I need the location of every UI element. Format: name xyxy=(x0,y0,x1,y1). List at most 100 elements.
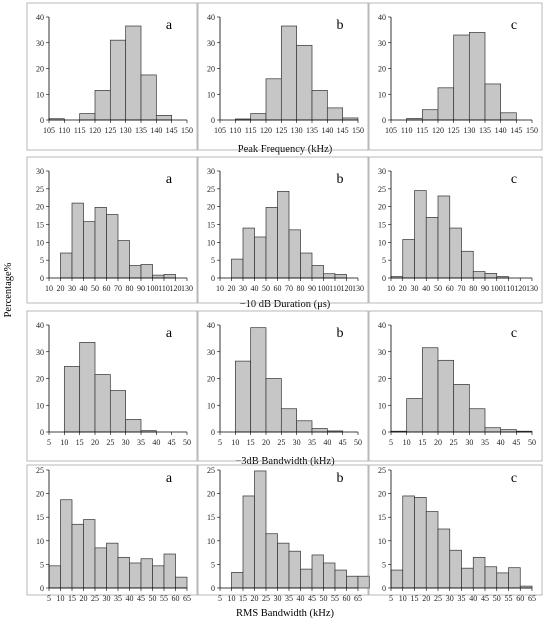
panel-letter: c xyxy=(511,18,517,33)
x-tick-label: 80 xyxy=(126,284,134,293)
y-tick-label: 10 xyxy=(207,401,215,410)
y-tick-label: 25 xyxy=(378,185,386,194)
x-tick-label: 90 xyxy=(137,284,145,293)
y-tick-label: 10 xyxy=(378,401,386,410)
x-tick-label: 130 xyxy=(463,126,475,135)
y-tick-label: 0 xyxy=(211,116,215,125)
x-tick-label: 80 xyxy=(469,284,477,293)
histogram-bar xyxy=(425,217,439,279)
histogram-bar xyxy=(323,562,336,589)
x-tick-label: 10 xyxy=(228,594,236,603)
x-tick-label: 50 xyxy=(183,438,191,447)
y-tick-label: 20 xyxy=(36,375,44,384)
y-tick-label: 25 xyxy=(36,185,44,194)
histogram-bar xyxy=(94,374,111,433)
histogram-bar xyxy=(231,258,244,279)
x-tick-label: 145 xyxy=(510,126,522,135)
histogram-bar xyxy=(500,112,517,121)
histogram-bar xyxy=(437,528,451,589)
histogram-bar xyxy=(117,240,130,279)
histogram-bar xyxy=(242,227,255,279)
histogram-bar xyxy=(421,109,439,121)
histogram-bar xyxy=(300,252,313,279)
x-tick-label: 120 xyxy=(89,126,101,135)
x-tick-label: 40 xyxy=(422,284,430,293)
histogram-bar xyxy=(468,408,486,433)
x-tick-label: 5 xyxy=(389,594,393,603)
x-tick-label: 120 xyxy=(341,284,353,293)
histogram-bar xyxy=(453,34,470,121)
x-tick-label: 30 xyxy=(68,284,76,293)
panel-2-1: 0 10 20 30 40 5 10 15 20 25 30 35 40 45 50 b xyxy=(197,310,369,462)
histogram-bar xyxy=(402,495,415,589)
x-tick-label: 35 xyxy=(137,438,145,447)
x-tick-label: 50 xyxy=(528,438,536,447)
x-tick-label: 135 xyxy=(479,126,491,135)
x-tick-label: 5 xyxy=(47,594,51,603)
x-tick-label: 65 xyxy=(528,594,536,603)
histogram-bar xyxy=(311,428,328,433)
x-tick-label: 25 xyxy=(434,594,442,603)
histogram-bar xyxy=(125,25,142,121)
histogram-bar xyxy=(472,556,486,589)
histogram-bar xyxy=(484,273,498,279)
x-tick-label: 50 xyxy=(320,594,328,603)
panel-0-2: 0 10 20 30 40 105 110 115 120 125 130 135 140 145 150 c xyxy=(368,2,543,151)
histogram-bar xyxy=(265,78,282,121)
panel-letter: a xyxy=(166,471,173,486)
x-tick-label: 25 xyxy=(91,594,99,603)
y-tick-label: 5 xyxy=(211,256,215,265)
x-tick-label: 30 xyxy=(239,284,247,293)
histogram-bar xyxy=(280,25,298,121)
x-tick-label: 30 xyxy=(103,594,111,603)
x-tick-label: 60 xyxy=(343,594,351,603)
x-tick-label: 55 xyxy=(160,594,168,603)
histogram-bar xyxy=(508,567,521,589)
x-tick-label: 35 xyxy=(114,594,122,603)
y-tick-label: 15 xyxy=(36,513,44,522)
panel-letter: b xyxy=(337,471,344,486)
y-tick-label: 30 xyxy=(378,39,386,48)
histogram-bar xyxy=(311,265,324,279)
histogram-bar xyxy=(117,556,130,589)
x-tick-label: 105 xyxy=(43,126,55,135)
panel-frame xyxy=(368,156,543,304)
x-tick-label: 30 xyxy=(274,594,282,603)
y-tick-label: 30 xyxy=(36,348,44,357)
histogram-bar xyxy=(63,366,81,433)
x-tick-label: 105 xyxy=(385,126,397,135)
histogram-bar xyxy=(296,44,313,121)
panel-letter: a xyxy=(166,326,173,341)
histogram-bar xyxy=(234,360,252,433)
x-tick-label: 40 xyxy=(80,284,88,293)
x-tick-label: 50 xyxy=(262,284,270,293)
y-tick-label: 15 xyxy=(207,221,215,230)
x-tick-label: 70 xyxy=(285,284,293,293)
histogram-bar xyxy=(265,533,278,589)
histogram-bar xyxy=(48,565,61,589)
y-tick-label: 0 xyxy=(211,584,215,593)
panel-frame xyxy=(26,310,198,462)
x-tick-label: 25 xyxy=(106,438,114,447)
y-tick-label: 5 xyxy=(382,560,386,569)
x-tick-label: 10 xyxy=(399,594,407,603)
y-tick-label: 40 xyxy=(378,13,386,22)
x-tick-label: 120 xyxy=(170,284,182,293)
panel-frame xyxy=(368,2,543,151)
y-tick-label: 0 xyxy=(40,428,44,437)
histogram-bar xyxy=(437,195,451,279)
y-tick-label: 0 xyxy=(211,428,215,437)
x-tick-label: 20 xyxy=(80,594,88,603)
x-tick-label: 10 xyxy=(387,284,395,293)
panel-frame xyxy=(368,310,543,462)
x-tick-label: 40 xyxy=(297,594,305,603)
histogram-bar xyxy=(71,202,84,279)
y-tick-label: 10 xyxy=(36,537,44,546)
y-tick-label: 15 xyxy=(36,221,44,230)
y-tick-label: 20 xyxy=(378,203,386,212)
x-tick-label: 30 xyxy=(446,594,454,603)
